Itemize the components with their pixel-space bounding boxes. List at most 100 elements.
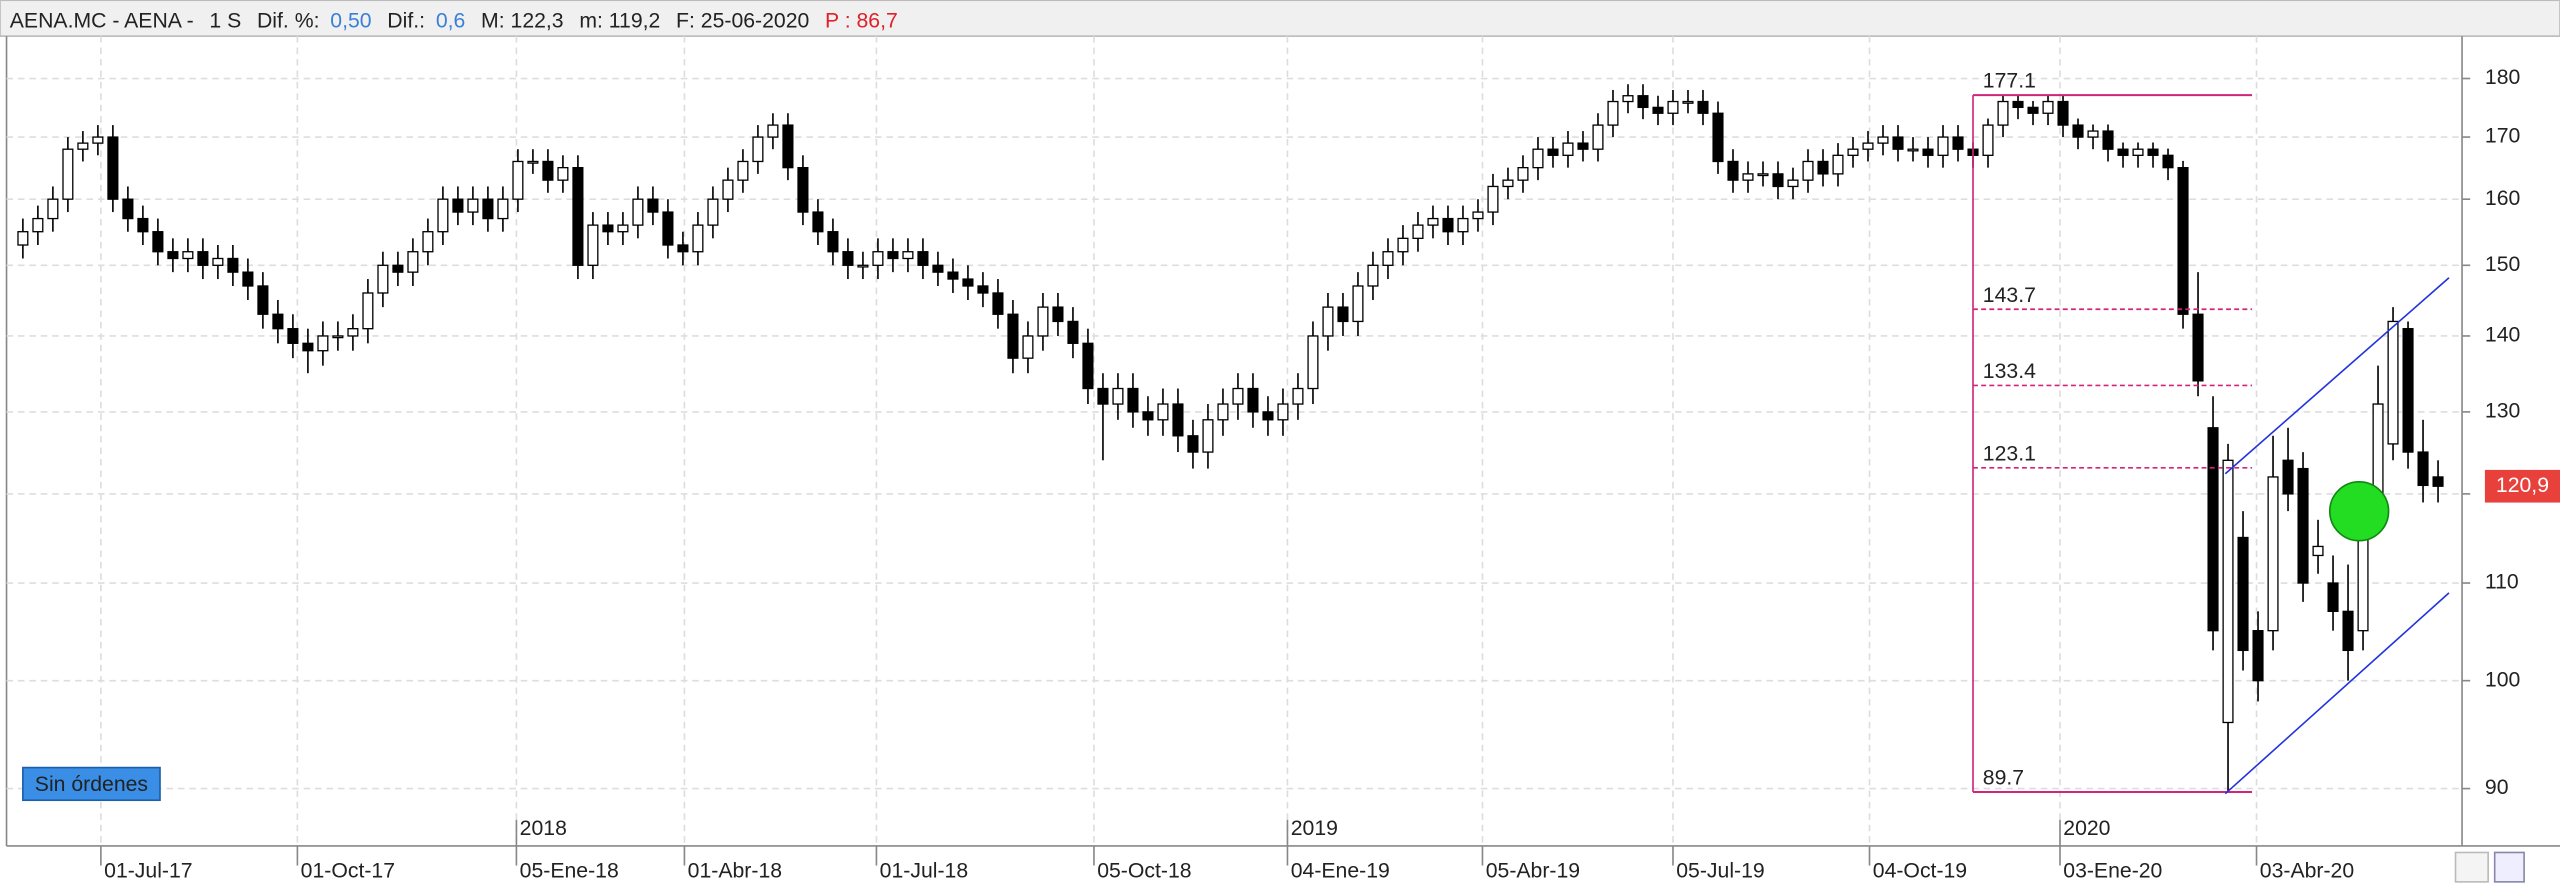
year-tick-label: 2019 <box>1291 817 1338 840</box>
candle-body <box>1382 251 1394 266</box>
candle-body <box>992 292 1004 315</box>
candle-body <box>1667 100 1679 114</box>
candle-body <box>1907 148 1919 152</box>
candle-body <box>2417 451 2429 487</box>
candle-body <box>1307 335 1319 390</box>
candle-body <box>347 328 359 337</box>
candle-body <box>182 251 194 260</box>
toolbar-icon[interactable] <box>2454 851 2489 883</box>
channel-line <box>2224 592 2450 795</box>
candle-body <box>1577 142 1589 150</box>
candle-body <box>167 251 179 260</box>
candle-body <box>2117 148 2129 156</box>
candle-body <box>1712 112 1724 163</box>
candle-body <box>2027 106 2039 114</box>
candle-body <box>452 198 464 213</box>
x-tick-label: 01-Abr-18 <box>688 860 782 883</box>
candle-body <box>572 167 584 266</box>
candle-body <box>2282 459 2294 495</box>
x-tick-label: 03-Ene-20 <box>2063 860 2162 883</box>
candle-body <box>1922 148 1934 156</box>
candle-body <box>197 251 209 266</box>
candle-body <box>92 136 104 144</box>
fib-label: 133.4 <box>1983 360 2036 383</box>
candle-body <box>812 211 824 233</box>
fib-label: 123.1 <box>1983 442 2036 465</box>
candle-body <box>1952 136 1964 150</box>
candle-body <box>1787 179 1799 188</box>
candle-body <box>227 257 239 273</box>
candle-body <box>1517 167 1529 181</box>
candle-body <box>662 211 674 246</box>
candle-body <box>2237 536 2249 652</box>
candle-body <box>977 285 989 294</box>
candle-body <box>1622 95 1634 103</box>
candle-body <box>827 231 839 253</box>
candle-body <box>962 278 974 287</box>
channel <box>2224 277 2450 795</box>
channel-line <box>2224 277 2450 475</box>
x-tick-label: 01-Jul-17 <box>104 860 192 883</box>
candle-body <box>1682 100 1694 104</box>
candle-body <box>2222 459 2234 724</box>
candle-body <box>782 124 794 169</box>
candle-body <box>2432 476 2444 487</box>
candle-body <box>1112 387 1124 405</box>
candle-body <box>947 271 959 280</box>
candle-body <box>752 136 764 163</box>
fib-label: 177.1 <box>1983 70 2036 93</box>
label: Dif. %: <box>257 9 320 32</box>
candle-body <box>1367 264 1379 287</box>
candle-body <box>407 251 419 273</box>
candle-body <box>2057 100 2069 126</box>
candle-body <box>692 224 704 253</box>
year-tick-label: 2020 <box>2063 817 2110 840</box>
candle-body <box>797 167 809 213</box>
marker-circle <box>2328 481 2390 542</box>
candle-body <box>257 285 269 315</box>
candle-body <box>1277 403 1289 421</box>
candle-body <box>602 224 614 233</box>
orders-button-label: Sin órdenes <box>35 773 148 796</box>
x-tick-label: 03-Abr-20 <box>2260 860 2354 883</box>
x-tick-label: 01-Jul-18 <box>880 860 968 883</box>
candle-body <box>1052 306 1064 323</box>
candle-body <box>1157 403 1169 421</box>
candle-body <box>632 198 644 226</box>
last-price-label: 120,9 <box>2496 474 2549 497</box>
candle-body <box>1877 136 1889 144</box>
candle-body <box>887 251 899 260</box>
candle-body <box>2252 630 2264 682</box>
candle-body <box>1397 237 1409 253</box>
candle-body <box>857 264 869 268</box>
candle-body <box>1547 148 1559 156</box>
save-icon[interactable] <box>2493 851 2525 883</box>
candle-body <box>527 160 539 164</box>
candle-body <box>872 251 884 266</box>
candle-body <box>2072 124 2084 138</box>
candle-body <box>437 198 449 233</box>
y-tick-label: 180 <box>2485 66 2520 89</box>
candle-body <box>1817 160 1829 175</box>
candle-body <box>1592 124 1604 150</box>
candle-body <box>122 198 134 220</box>
candle-body <box>1637 95 1649 109</box>
candle-body <box>2177 167 2189 315</box>
candle-body <box>242 271 254 287</box>
x-tick-label: 01-Oct-17 <box>301 860 395 883</box>
y-tick-label: 140 <box>2485 324 2520 347</box>
x-tick-label: 05-Oct-18 <box>1097 860 1191 883</box>
candle-body <box>1262 411 1274 421</box>
candle-body <box>1847 148 1859 156</box>
candle-body <box>497 198 509 220</box>
candle-body <box>17 231 29 246</box>
candle-body <box>2327 582 2339 613</box>
orders-button[interactable] <box>22 766 161 802</box>
candle-body <box>2207 427 2219 632</box>
candle-body <box>47 198 59 220</box>
year-tick-label: 2018 <box>520 817 567 840</box>
candle-body <box>902 251 914 260</box>
candle-body <box>2297 467 2309 584</box>
